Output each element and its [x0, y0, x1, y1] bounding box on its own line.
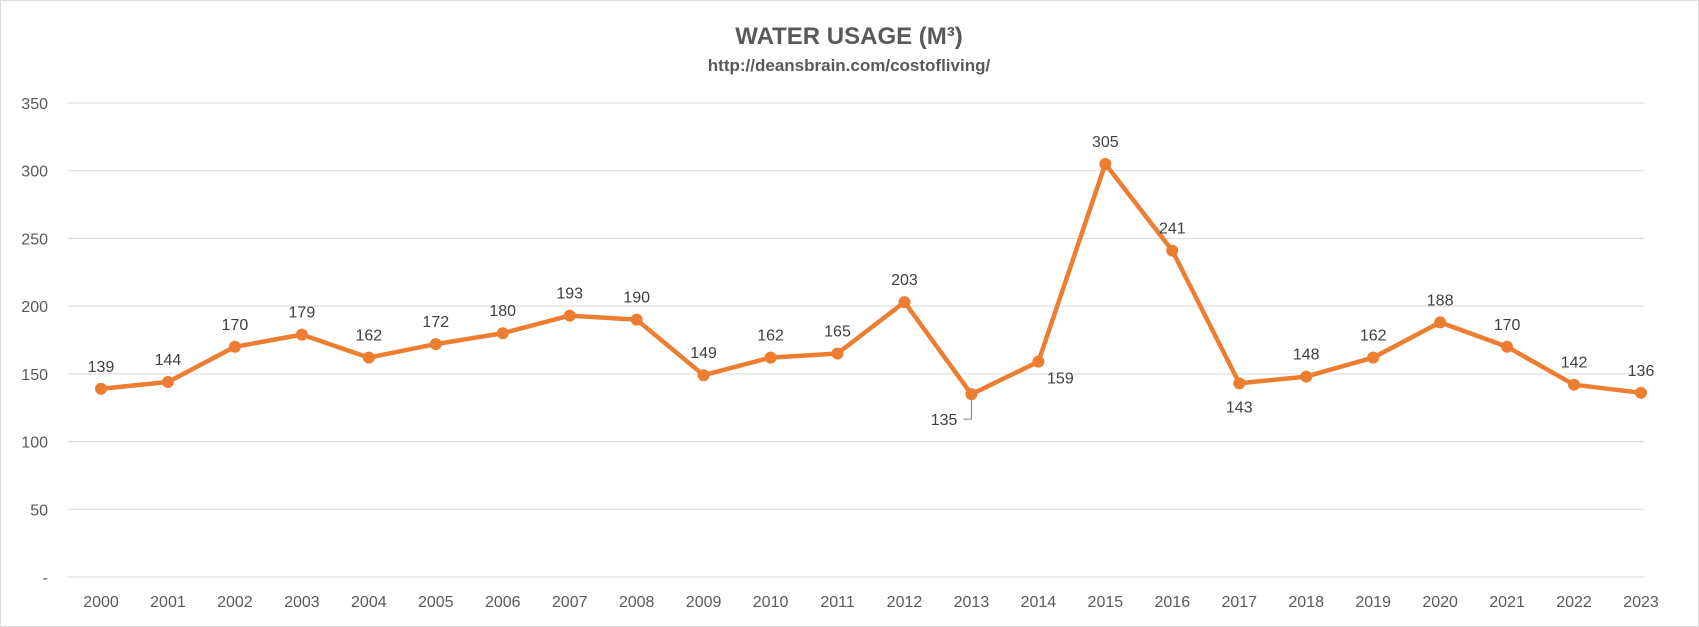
data-label-2006: 180 [489, 303, 516, 320]
data-label-2013: 135 [931, 412, 958, 429]
x-tick-label: 2001 [150, 594, 186, 611]
y-tick-label: 150 [21, 367, 48, 384]
x-tick-label: 2014 [1021, 594, 1057, 611]
gridlines [68, 102, 1644, 578]
data-point-2010 [764, 351, 777, 364]
x-tick-label: 2003 [284, 594, 320, 611]
data-point-2017 [1233, 377, 1246, 390]
x-tick-label: 2012 [887, 594, 923, 611]
x-tick-label: 2015 [1088, 594, 1124, 611]
x-tick-label: 2017 [1221, 594, 1257, 611]
x-tick-label: 2013 [954, 594, 990, 611]
data-point-2016 [1166, 244, 1179, 257]
x-tick-label: 2009 [686, 594, 722, 611]
x-tick-label: 2023 [1623, 594, 1659, 611]
data-point-2003 [295, 328, 308, 341]
data-label-2014: 159 [1047, 371, 1074, 388]
x-tick-label: 2007 [552, 594, 588, 611]
x-tick-label: 2004 [351, 594, 387, 611]
data-point-2012 [898, 296, 911, 309]
x-tick-label: 2011 [820, 594, 855, 611]
data-labels: 139 144 170 179 162 172 180 193 190 149 162 165 203 1… [88, 134, 1655, 429]
y-tick-label: 50 [30, 502, 48, 519]
data-label-2011: 165 [824, 324, 851, 341]
x-tick-label: 2010 [753, 594, 789, 611]
data-label-2017: 143 [1226, 399, 1253, 416]
data-point-2014 [1032, 355, 1045, 368]
data-point-2005 [429, 338, 442, 351]
data-label-2012: 203 [891, 272, 918, 289]
data-point-2011 [831, 347, 844, 360]
data-point-2023 [1635, 386, 1647, 399]
x-tick-label: 2020 [1422, 594, 1458, 611]
data-label-2010: 162 [757, 328, 784, 345]
x-tick-label: 2000 [83, 594, 119, 611]
x-axis-ticks: 2000 2001 2002 2003 2004 2005 2006 2007 2008 2009… [83, 594, 1659, 611]
y-tick-label: 350 [21, 96, 48, 113]
data-label-2018: 148 [1293, 347, 1320, 364]
x-tick-label: 2002 [217, 594, 253, 611]
data-label-2005: 172 [422, 314, 449, 331]
x-tick-label: 2022 [1556, 594, 1592, 611]
y-tick-label: 300 [21, 164, 48, 181]
data-point-2006 [496, 327, 509, 340]
label-leader-line [963, 399, 972, 420]
data-point-2007 [563, 309, 576, 322]
data-label-2007: 193 [556, 286, 583, 303]
x-tick-label: 2019 [1355, 594, 1391, 611]
y-tick-label: - [43, 570, 48, 587]
y-tick-label: 200 [21, 299, 48, 316]
data-point-2002 [228, 340, 241, 353]
data-label-2016: 241 [1159, 221, 1186, 238]
data-label-2020: 188 [1427, 292, 1454, 309]
chart-title: WATER USAGE (M³) [735, 23, 963, 50]
data-label-2015: 305 [1092, 134, 1119, 151]
x-tick-label: 2021 [1489, 594, 1525, 611]
data-point-2015 [1099, 157, 1112, 170]
chart-subtitle: http://deansbrain.com/costofliving/ [708, 56, 991, 75]
data-point-2013 [965, 388, 978, 401]
series-line [98, 161, 1644, 397]
data-label-2004: 162 [355, 328, 382, 345]
data-label-2019: 162 [1360, 328, 1387, 345]
y-axis-ticks: - 50 100 150 200 250 300 350 [21, 96, 48, 587]
data-label-2022: 142 [1561, 355, 1588, 372]
data-label-2000: 139 [88, 359, 115, 376]
x-tick-label: 2005 [418, 594, 454, 611]
data-label-2008: 190 [623, 290, 650, 307]
data-label-2001: 144 [155, 352, 182, 369]
data-point-2004 [362, 351, 375, 364]
data-point-2009 [697, 369, 710, 382]
data-label-2009: 149 [690, 345, 717, 362]
x-tick-label: 2016 [1155, 594, 1191, 611]
data-point-2020 [1434, 316, 1447, 329]
y-tick-label: 100 [21, 435, 48, 452]
series-water-usage [95, 157, 1647, 401]
x-tick-label: 2006 [485, 594, 521, 611]
data-label-2023: 136 [1628, 363, 1655, 380]
data-label-2021: 170 [1494, 317, 1521, 334]
x-tick-label: 2018 [1288, 594, 1324, 611]
y-tick-label: 250 [21, 231, 48, 248]
data-point-2018 [1300, 370, 1313, 383]
data-point-2022 [1568, 378, 1581, 391]
data-point-2000 [95, 382, 107, 395]
data-label-2003: 179 [289, 305, 316, 322]
data-point-2001 [161, 375, 174, 388]
data-point-2019 [1367, 351, 1380, 364]
data-point-2021 [1501, 340, 1514, 353]
data-label-2002: 170 [222, 317, 249, 334]
data-point-2008 [630, 313, 643, 326]
x-tick-label: 2008 [619, 594, 655, 611]
